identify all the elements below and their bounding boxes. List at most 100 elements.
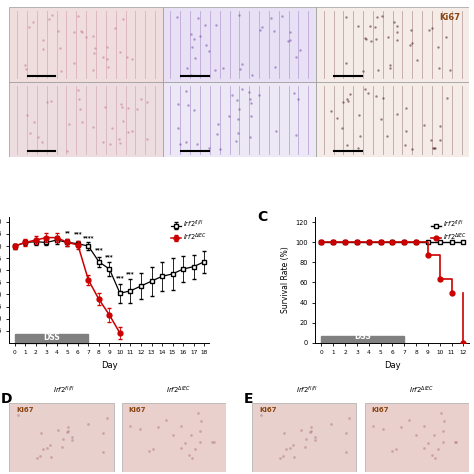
Text: $Irf2^{fl/fl}$: $Irf2^{fl/fl}$	[53, 384, 74, 396]
Point	[210, 438, 218, 446]
Point	[363, 35, 370, 43]
Text: ***: ***	[126, 271, 135, 276]
Text: C: C	[257, 210, 267, 224]
Point	[116, 135, 123, 143]
Point	[46, 441, 54, 448]
Point	[39, 445, 47, 453]
Point	[89, 123, 97, 131]
Point	[190, 106, 197, 113]
Point	[174, 124, 182, 132]
Point	[361, 86, 369, 93]
Point	[211, 66, 219, 73]
Y-axis label: Survival Rate (%): Survival Rate (%)	[281, 246, 290, 313]
Point	[427, 137, 435, 144]
Point	[208, 438, 216, 446]
Point	[38, 139, 46, 146]
Text: D: D	[1, 392, 12, 406]
Point	[155, 423, 162, 431]
Point	[286, 36, 294, 43]
Point	[342, 429, 350, 437]
Point	[55, 426, 62, 433]
Point	[338, 124, 346, 131]
Point	[306, 428, 313, 436]
Point	[425, 26, 432, 34]
Point	[82, 33, 90, 40]
Point	[402, 128, 410, 135]
Point	[64, 428, 72, 435]
Point	[194, 14, 202, 22]
Point	[64, 424, 72, 431]
Point	[68, 433, 76, 440]
Point	[343, 95, 351, 102]
Point	[327, 420, 335, 428]
Point	[36, 452, 44, 460]
Point	[247, 112, 255, 120]
Point	[234, 115, 242, 123]
Point	[401, 141, 409, 149]
Point	[127, 423, 134, 430]
Point	[406, 41, 413, 49]
Bar	[163, 82, 316, 157]
Point	[234, 129, 241, 137]
Point	[185, 451, 193, 458]
Text: E: E	[244, 392, 253, 406]
Text: Ki67: Ki67	[259, 408, 276, 413]
Legend: $Irf2^{fl/fl}$, $Irf2^{\Delta IEC}$: $Irf2^{fl/fl}$, $Irf2^{\Delta IEC}$	[430, 219, 468, 244]
Point	[184, 101, 192, 109]
Point	[24, 111, 31, 119]
Point	[238, 85, 246, 92]
Point	[438, 410, 445, 417]
Point	[108, 124, 115, 132]
Point	[378, 116, 385, 123]
Point	[402, 105, 410, 112]
Text: $Irf2^{\Delta IEC}$: $Irf2^{\Delta IEC}$	[166, 384, 191, 396]
Point	[14, 411, 21, 419]
Point	[196, 428, 204, 435]
Point	[311, 437, 319, 444]
Point	[367, 37, 374, 45]
Point	[103, 44, 111, 51]
Text: DSS: DSS	[43, 333, 60, 342]
Point	[225, 112, 232, 120]
Point	[101, 103, 109, 111]
Point	[56, 44, 64, 52]
Point	[182, 439, 189, 447]
Bar	[9, 7, 163, 82]
Point	[393, 22, 401, 29]
Point	[290, 453, 298, 460]
Point	[90, 50, 98, 57]
Point	[205, 47, 212, 55]
Point	[103, 55, 111, 63]
Point	[137, 95, 145, 102]
Point	[188, 43, 196, 51]
Point	[409, 145, 416, 152]
Bar	[122, 402, 227, 472]
Point	[193, 141, 201, 148]
Point	[128, 127, 136, 135]
Point	[420, 121, 428, 129]
Point	[26, 23, 33, 31]
Point	[144, 136, 151, 143]
Point	[386, 64, 393, 71]
Point	[255, 91, 263, 99]
Point	[64, 147, 71, 155]
Point	[289, 441, 297, 448]
Point	[100, 429, 107, 437]
Point	[89, 33, 97, 40]
Point	[430, 431, 438, 439]
Point	[206, 145, 213, 152]
Point	[443, 94, 451, 102]
Point	[190, 35, 197, 42]
Point	[393, 110, 401, 118]
Text: Ki67: Ki67	[16, 408, 34, 413]
Legend: $Irf2^{fl/fl}$, $Irf2^{\Delta IEC}$: $Irf2^{fl/fl}$, $Irf2^{\Delta IEC}$	[171, 219, 208, 244]
Point	[216, 145, 223, 153]
Point	[355, 22, 362, 29]
Point	[333, 114, 341, 122]
Point	[439, 438, 447, 446]
Point	[91, 44, 98, 52]
Point	[177, 141, 184, 148]
Point	[78, 118, 86, 126]
Point	[77, 27, 85, 35]
Point	[286, 28, 293, 36]
